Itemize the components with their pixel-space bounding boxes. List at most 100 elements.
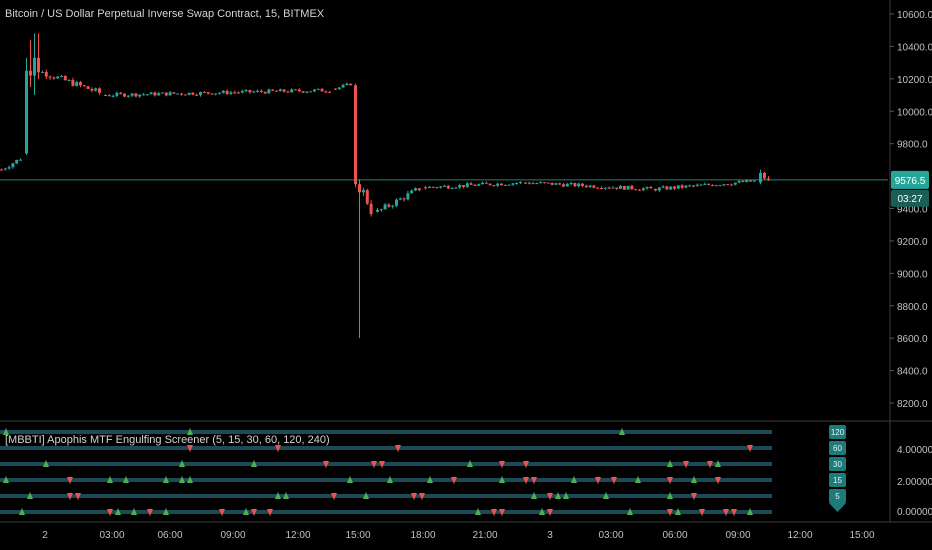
- candle-body: [341, 84, 345, 88]
- candle-body: [554, 183, 558, 185]
- timeframe-label: 15: [833, 476, 842, 485]
- candle-body: [427, 186, 431, 189]
- candle-body: [11, 163, 15, 168]
- bull-engulf-marker: [467, 460, 473, 467]
- candle-body: [383, 204, 387, 210]
- candle-body: [225, 90, 229, 94]
- candle-body: [391, 205, 395, 207]
- candle-body: [507, 184, 511, 186]
- candle-body: [395, 199, 398, 206]
- candle-body: [402, 198, 406, 200]
- candle-body: [584, 185, 588, 188]
- candle-body: [362, 190, 365, 193]
- bear-engulf-marker: [491, 509, 497, 516]
- candle-body: [688, 185, 692, 187]
- candle-body: [767, 178, 770, 180]
- screener-row: [0, 446, 772, 450]
- bull-engulf-marker: [123, 476, 129, 483]
- bull-engulf-marker: [747, 508, 753, 515]
- candle-body: [581, 183, 584, 186]
- candle-body: [684, 185, 688, 188]
- candle-body: [142, 94, 145, 96]
- time-tick-label: 12:00: [285, 530, 310, 541]
- candle-body: [431, 186, 435, 188]
- candle-body: [0, 169, 3, 171]
- candle-body: [15, 159, 19, 164]
- time-tick-label: 09:00: [220, 530, 245, 541]
- candle-body: [515, 182, 519, 184]
- candle-body: [749, 180, 752, 182]
- bear-engulf-marker: [707, 461, 713, 468]
- price-tick-label: 8800.0: [897, 302, 928, 313]
- candle-body: [695, 184, 699, 186]
- candle-body: [669, 186, 673, 190]
- bear-engulf-marker: [499, 509, 505, 516]
- candle-body: [256, 90, 259, 92]
- candle-body: [615, 187, 619, 189]
- time-tick-label: 03:00: [99, 530, 124, 541]
- candle-body: [263, 91, 267, 94]
- candle-body: [741, 180, 745, 183]
- candle-body: [607, 187, 611, 189]
- candle-body: [699, 184, 703, 186]
- candle-body: [195, 94, 199, 96]
- candle-body: [641, 188, 645, 191]
- bear-engulf-marker: [723, 509, 729, 516]
- bear-engulf-marker: [75, 493, 81, 500]
- candle-body: [657, 187, 661, 191]
- candle-body: [271, 89, 275, 91]
- candle-body: [379, 209, 383, 211]
- candle-body: [680, 185, 684, 188]
- price-tick-label: 9000.0: [897, 269, 928, 280]
- candle-body: [745, 180, 749, 183]
- candle-body: [458, 185, 462, 188]
- candle-body: [577, 183, 581, 187]
- candle-body: [3, 168, 7, 170]
- candle-body: [619, 185, 622, 189]
- candle-body: [199, 92, 202, 96]
- candle-body: [214, 93, 218, 95]
- last-price-badge: [891, 170, 929, 189]
- candle-body: [588, 185, 592, 188]
- candle-body: [558, 183, 562, 185]
- candle-body: [730, 184, 733, 186]
- candle-body: [492, 185, 496, 187]
- bear-engulf-marker: [451, 477, 457, 484]
- bull-engulf-marker: [131, 508, 137, 515]
- candle-body: [111, 95, 115, 97]
- bear-engulf-marker: [107, 509, 113, 516]
- bear-engulf-marker: [683, 461, 689, 468]
- bear-engulf-marker: [611, 477, 617, 484]
- candle-body: [714, 185, 718, 187]
- candle-body: [259, 90, 263, 92]
- bull-engulf-marker: [563, 492, 569, 499]
- candle-body: [737, 180, 741, 183]
- candle-body: [665, 186, 669, 190]
- candle-body: [531, 183, 535, 185]
- candle-body: [25, 70, 28, 154]
- bull-engulf-marker: [27, 492, 33, 499]
- candle-body: [569, 183, 573, 185]
- candle-body: [324, 91, 328, 93]
- candle-body: [328, 91, 332, 93]
- candle-body: [759, 172, 762, 183]
- bull-engulf-marker: [115, 508, 121, 515]
- candle-body: [33, 57, 36, 76]
- candle-body: [56, 76, 60, 79]
- bear-engulf-marker: [531, 477, 537, 484]
- candle-body: [406, 193, 410, 200]
- candle-body: [369, 203, 373, 215]
- bull-engulf-marker: [187, 428, 193, 435]
- bear-engulf-marker: [747, 445, 753, 452]
- time-tick-label: 12:00: [787, 530, 812, 541]
- timeframe-badge: [829, 489, 846, 503]
- countdown-badge: [891, 189, 929, 207]
- bear-engulf-marker: [691, 493, 697, 500]
- candle-body: [297, 89, 301, 92]
- candle-body: [630, 185, 634, 190]
- price-tick-label: 9400.0: [897, 205, 928, 216]
- timeframe-pointer: [829, 503, 846, 512]
- price-tick-label: 8200.0: [897, 399, 928, 410]
